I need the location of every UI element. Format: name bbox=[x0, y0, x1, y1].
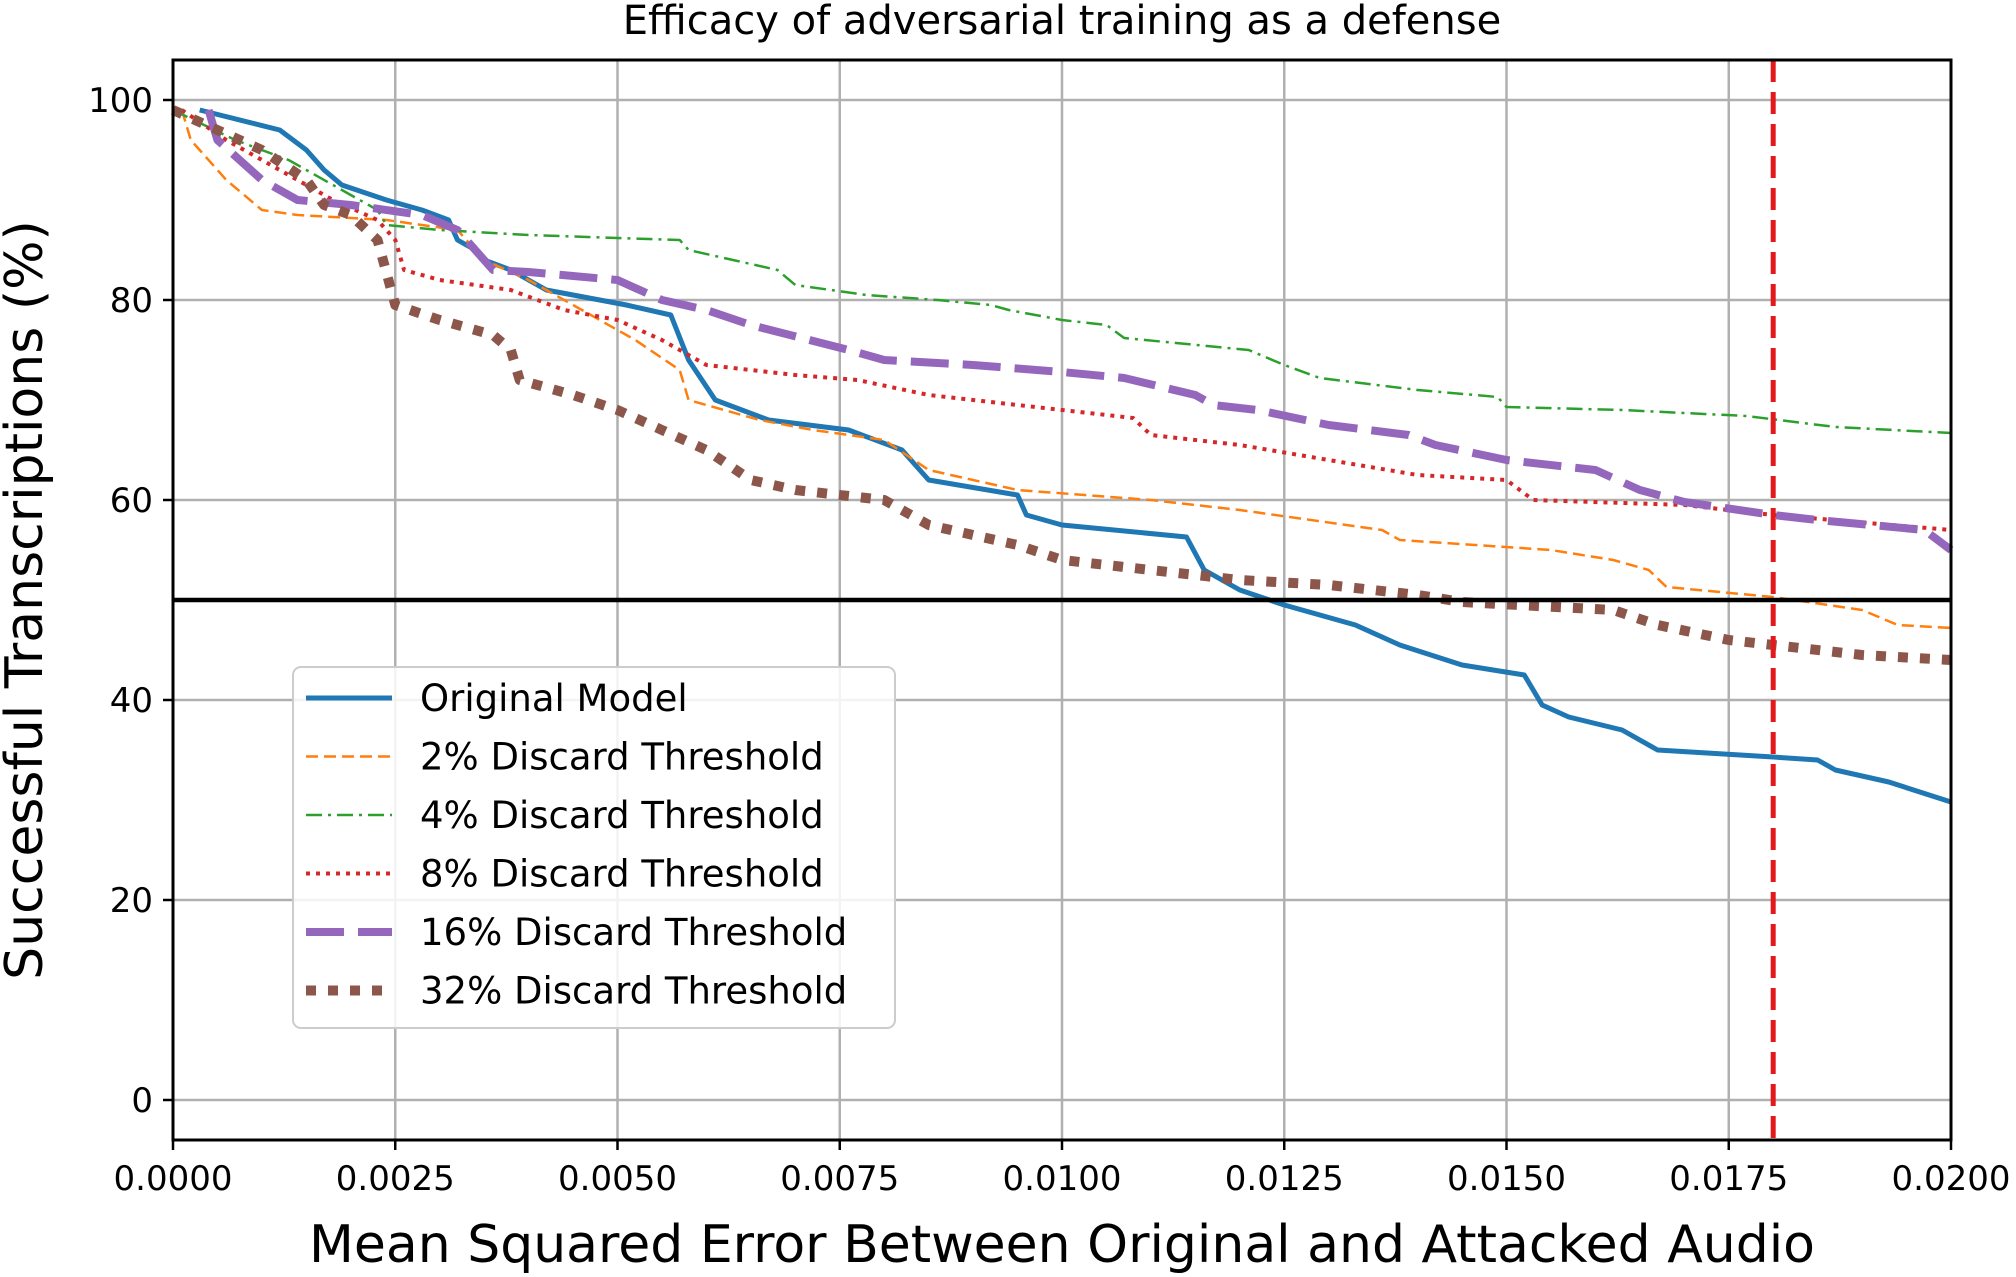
x-tick-label: 0.0075 bbox=[780, 1159, 899, 1199]
y-tick-label: 0 bbox=[131, 1081, 153, 1121]
x-axis-title: Mean Squared Error Between Original and … bbox=[309, 1215, 1815, 1275]
legend-label: 8% Discard Threshold bbox=[420, 853, 824, 896]
y-tick-label: 20 bbox=[110, 881, 153, 921]
x-tick-label: 0.0100 bbox=[1003, 1159, 1122, 1199]
y-tick-label: 100 bbox=[88, 81, 153, 121]
legend-label: 2% Discard Threshold bbox=[420, 736, 824, 779]
legend-label: Original Model bbox=[420, 677, 688, 720]
series-line-8-discard-threshold bbox=[180, 108, 1952, 532]
series-line-2-discard-threshold bbox=[180, 109, 1952, 630]
series-lines bbox=[170, 105, 1954, 805]
series-line-original-model bbox=[199, 107, 1952, 805]
x-tick-label: 0.0000 bbox=[114, 1159, 233, 1199]
y-axis-title: Successful Transcriptions (%) bbox=[0, 220, 55, 980]
y-axis-ticks: 0 20 40 60 80 100 bbox=[88, 81, 173, 1121]
legend-label: 32% Discard Threshold bbox=[420, 970, 847, 1013]
series-line-16-discard-threshold bbox=[204, 108, 1954, 554]
x-tick-label: 0.0150 bbox=[1447, 1159, 1566, 1199]
x-tick-label: 0.0175 bbox=[1669, 1159, 1788, 1199]
legend: Original Model 2% Discard Threshold 4% Dis… bbox=[292, 666, 896, 1029]
reference-lines bbox=[173, 60, 1951, 1140]
x-tick-label: 0.0050 bbox=[558, 1159, 677, 1199]
y-tick-label: 60 bbox=[110, 481, 153, 521]
legend-frame bbox=[292, 666, 896, 1029]
series-line-32-discard-threshold bbox=[170, 105, 1952, 665]
x-axis-ticks: 0.0000 0.0025 0.0050 0.0075 0.0100 0.0125 0.01… bbox=[114, 1140, 2011, 1199]
legend-label: 4% Discard Threshold bbox=[420, 794, 824, 837]
y-tick-label: 80 bbox=[110, 281, 153, 321]
chart-title: Efficacy of adversarial training as a de… bbox=[623, 0, 1501, 44]
y-tick-label: 40 bbox=[110, 681, 153, 721]
x-tick-label: 0.0200 bbox=[1892, 1159, 2011, 1199]
x-tick-label: 0.0125 bbox=[1225, 1159, 1344, 1199]
x-tick-label: 0.0025 bbox=[336, 1159, 455, 1199]
legend-label: 16% Discard Threshold bbox=[420, 911, 847, 954]
